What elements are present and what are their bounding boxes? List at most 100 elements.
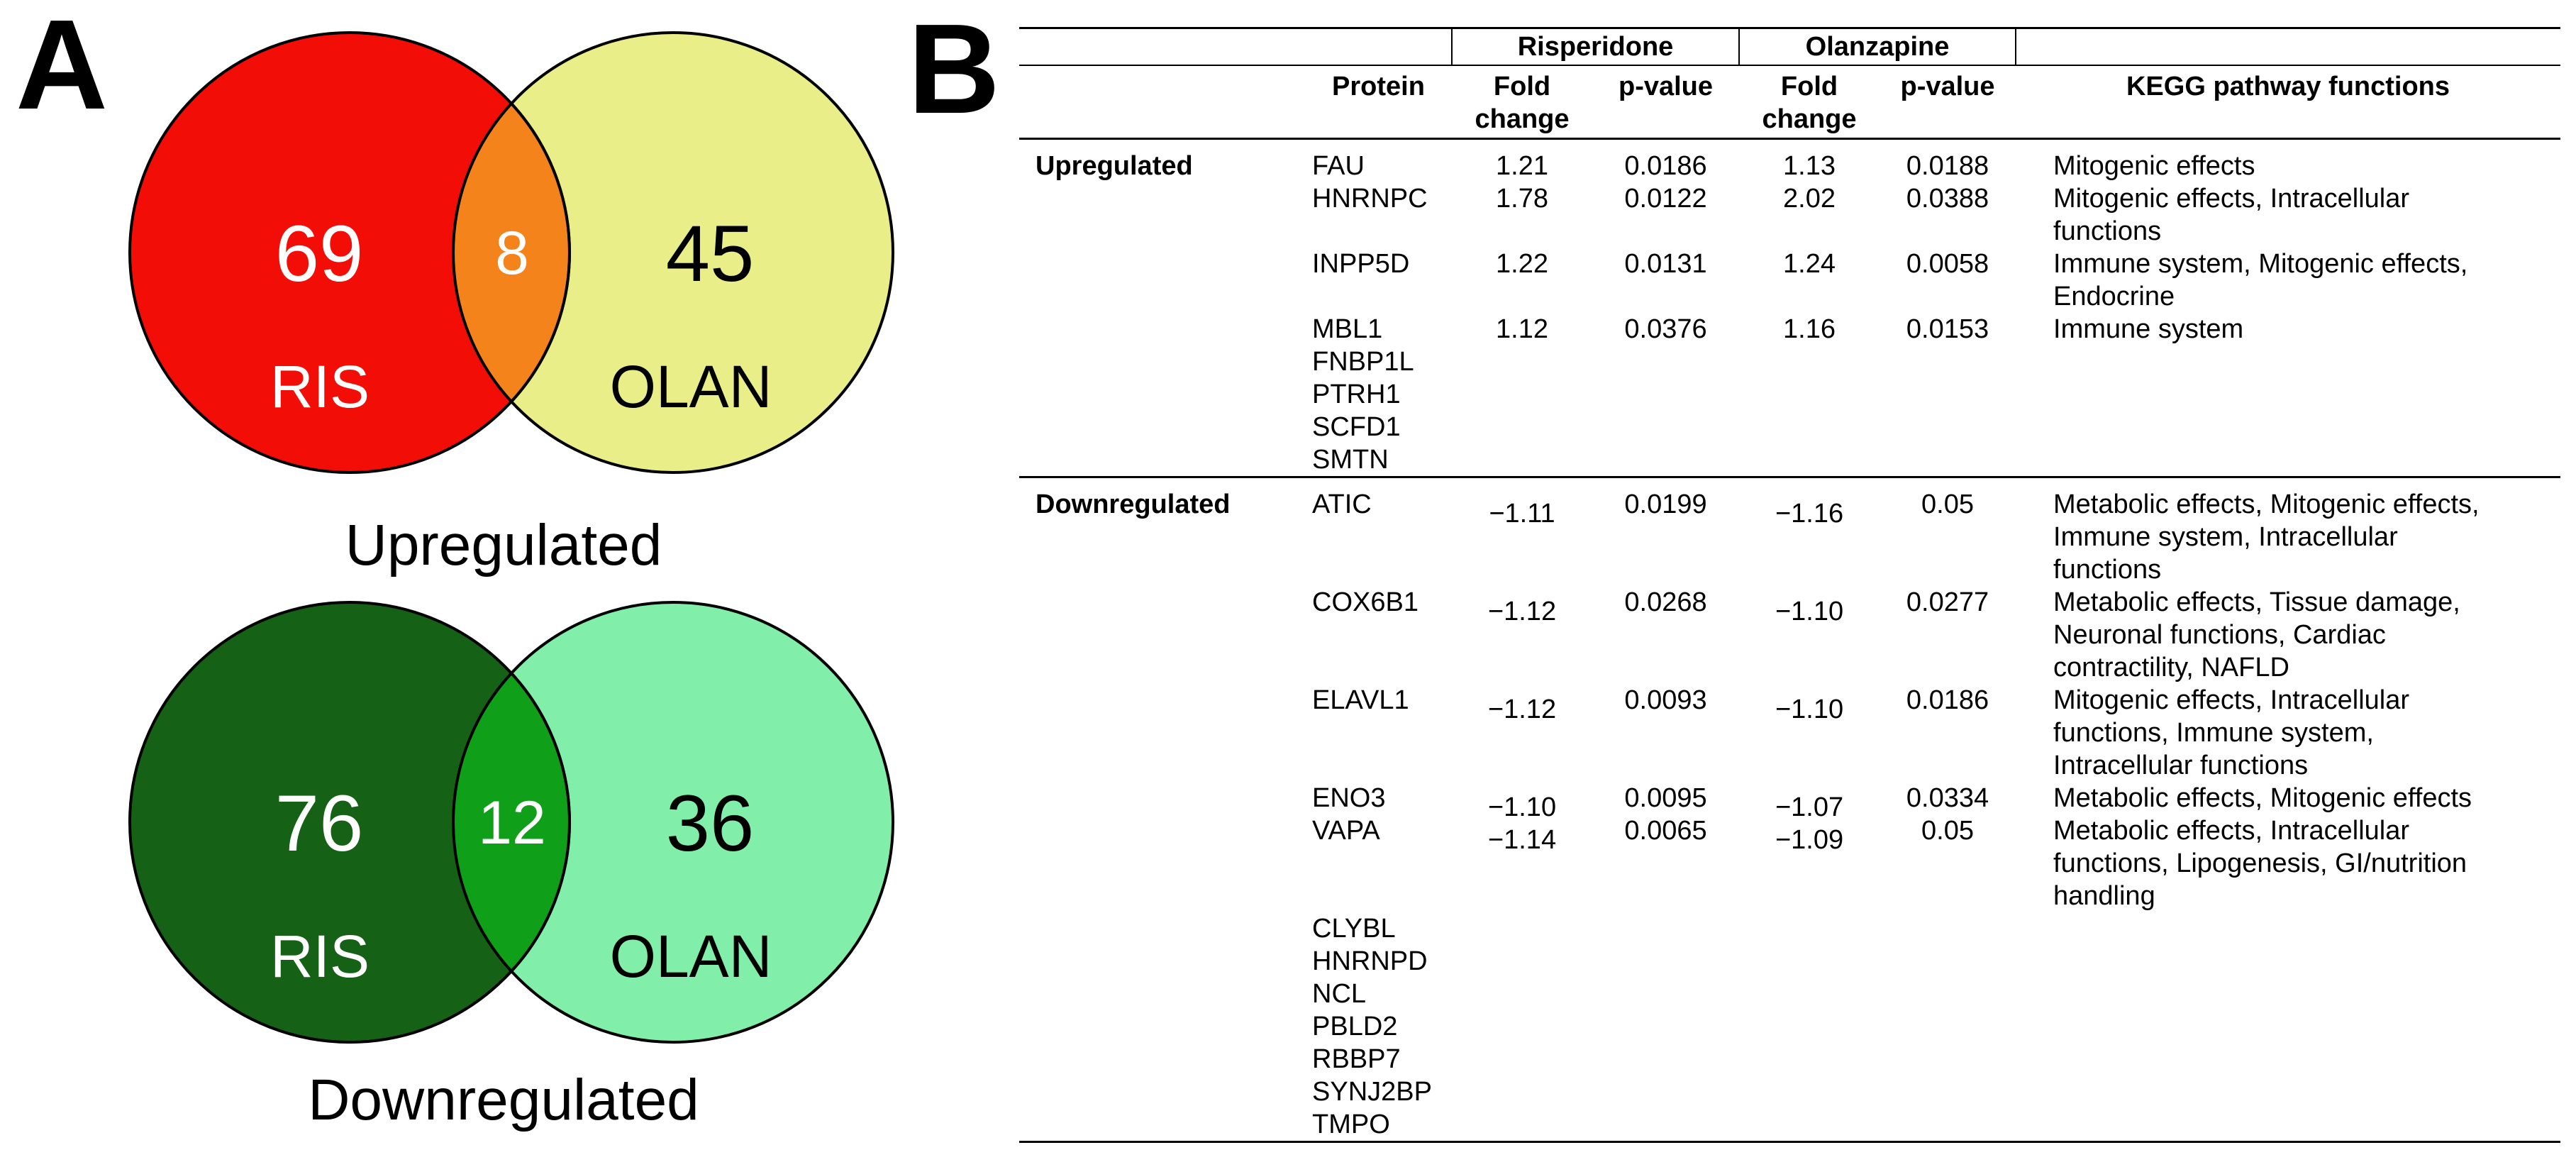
kegg-cell bbox=[2016, 345, 2560, 378]
olan-fold-cell: 1.24 bbox=[1783, 249, 1836, 279]
ris-fold-cell bbox=[1452, 1010, 1592, 1043]
negative-fold-value: −1.16 bbox=[1775, 499, 1844, 529]
olan-fold-cell bbox=[1739, 1010, 1880, 1043]
category-cell bbox=[1019, 1010, 1305, 1043]
category-cell bbox=[1019, 1043, 1305, 1076]
olan-p-cell bbox=[1880, 1010, 2016, 1043]
ris-fold-cell: −1.11 bbox=[1452, 477, 1592, 587]
kegg-column-header: KEGG pathway functions bbox=[2126, 72, 2450, 101]
protein-cell: SYNJ2BP bbox=[1312, 1077, 1432, 1107]
olanzapine-group-header: Olanzapine bbox=[1739, 28, 2017, 65]
negative-fold-value: −1.10 bbox=[1775, 597, 1844, 626]
olan-fold-cell bbox=[1739, 378, 1880, 411]
ris-p-cell bbox=[1592, 411, 1739, 443]
category-cell bbox=[1019, 1108, 1305, 1142]
ris-p-value-header: p-value bbox=[1618, 72, 1714, 101]
ris-fold-cell: −1.12 bbox=[1452, 586, 1592, 684]
olan-p-cell bbox=[1880, 1043, 2016, 1076]
kegg-cell bbox=[2016, 443, 2560, 477]
olan-fold-cell: 1.16 bbox=[1783, 314, 1836, 344]
category-cell bbox=[1019, 378, 1305, 411]
empty-header-cell bbox=[1019, 28, 1452, 66]
risperidone-group-header: Risperidone bbox=[1450, 28, 1741, 65]
olan-fold-change-header: Fold change bbox=[1762, 72, 1857, 134]
kegg-cell: Immune system bbox=[2016, 313, 2560, 345]
ris-fold-cell bbox=[1452, 1043, 1592, 1076]
kegg-cell: Mitogenic effects bbox=[2016, 139, 2560, 183]
venn-upregulated: 69 8 45 RIS OLAN bbox=[0, 0, 915, 497]
table-row: NCL bbox=[1019, 978, 2560, 1010]
table-row: ELAVL1 −1.12 0.0093 −1.10 0.0186 Mitogenic ef… bbox=[1019, 684, 2560, 782]
ris-p-cell: 0.0199 bbox=[1624, 490, 1707, 519]
protein-cell: MBL1 bbox=[1312, 314, 1383, 344]
protein-cell: FAU bbox=[1312, 151, 1365, 181]
olan-fold-cell: −1.09 bbox=[1739, 814, 1880, 912]
empty-header-cell bbox=[1019, 65, 1305, 139]
olan-fold-cell: −1.16 bbox=[1739, 477, 1880, 587]
table-row: MBL1 1.12 0.0376 1.16 0.0153 Immune system bbox=[1019, 313, 2560, 345]
kegg-cell bbox=[2016, 1043, 2560, 1076]
protein-cell: SCFD1 bbox=[1312, 412, 1401, 442]
olan-fold-cell bbox=[1739, 1108, 1880, 1142]
kegg-text: Metabolic effects, Mitogenic effects bbox=[2053, 783, 2472, 813]
ris-p-cell: 0.0376 bbox=[1624, 314, 1707, 344]
venn-overlap-count: 12 bbox=[478, 789, 546, 857]
olan-p-cell: 0.0186 bbox=[1906, 685, 1989, 715]
ris-p-cell: 0.0122 bbox=[1624, 184, 1707, 214]
kegg-text: Metabolic effects, Tissue damage, Neuron… bbox=[2053, 587, 2460, 682]
olan-fold-cell bbox=[1739, 443, 1880, 477]
venn-upregulated-caption: Upregulated bbox=[345, 513, 662, 577]
ris-fold-cell bbox=[1452, 443, 1592, 477]
kegg-text: Mitogenic effects, Intracellular functio… bbox=[2053, 685, 2409, 780]
protein-cell: TMPO bbox=[1312, 1110, 1390, 1139]
kegg-cell bbox=[2016, 912, 2560, 945]
venn-right-count: 45 bbox=[666, 209, 755, 298]
panel-b-label: B bbox=[908, 0, 1000, 140]
kegg-cell bbox=[2016, 945, 2560, 978]
negative-fold-value: −1.10 bbox=[1487, 792, 1557, 822]
category-cell bbox=[1019, 443, 1305, 477]
ris-p-cell bbox=[1592, 443, 1739, 477]
olan-p-cell bbox=[1880, 945, 2016, 978]
olan-fold-cell bbox=[1739, 912, 1880, 945]
protein-cell: SMTN bbox=[1312, 445, 1389, 475]
ris-p-cell: 0.0065 bbox=[1624, 816, 1707, 846]
olan-p-cell: 0.0188 bbox=[1906, 151, 1989, 181]
venn-diagram: 69 8 45 RIS OLAN bbox=[128, 31, 894, 474]
protein-cell: COX6B1 bbox=[1312, 587, 1419, 617]
negative-fold-value: −1.10 bbox=[1775, 695, 1844, 724]
olan-p-value-header: p-value bbox=[1900, 72, 1995, 101]
protein-cell: INPP5D bbox=[1312, 249, 1410, 279]
venn-left-count: 76 bbox=[275, 779, 364, 868]
category-cell bbox=[1019, 411, 1305, 443]
venn-left-label: RIS bbox=[270, 923, 370, 990]
table-row: SMTN bbox=[1019, 443, 2560, 477]
ris-p-cell bbox=[1592, 978, 1739, 1010]
category-cell bbox=[1019, 248, 1305, 313]
ris-fold-cell bbox=[1452, 945, 1592, 978]
olan-fold-cell: 1.13 bbox=[1783, 151, 1836, 181]
protein-cell: HNRNPC bbox=[1312, 184, 1428, 214]
olan-p-cell: 0.0277 bbox=[1906, 587, 1989, 617]
olan-fold-cell bbox=[1739, 1043, 1880, 1076]
ris-p-cell bbox=[1592, 1076, 1739, 1108]
ris-fold-cell bbox=[1452, 345, 1592, 378]
protein-cell: CLYBL bbox=[1312, 914, 1396, 944]
table-row: Downregulated ATIC −1.11 0.0199 −1.16 0.05 Met… bbox=[1019, 477, 2560, 587]
negative-fold-value: −1.09 bbox=[1775, 825, 1844, 855]
negative-fold-value: −1.12 bbox=[1487, 695, 1557, 724]
table-row: PBLD2 bbox=[1019, 1010, 2560, 1043]
olan-fold-cell bbox=[1739, 411, 1880, 443]
kegg-text: Mitogenic effects, Intracellular functio… bbox=[2053, 184, 2409, 246]
ris-p-cell bbox=[1592, 1010, 1739, 1043]
venn-diagram: 76 12 36 RIS OLAN bbox=[128, 601, 894, 1044]
venn-right-label: OLAN bbox=[610, 353, 772, 420]
protein-cell: PTRH1 bbox=[1312, 380, 1401, 409]
table-section-downregulated: Downregulated ATIC −1.11 0.0199 −1.16 0.05 Met… bbox=[1019, 477, 2561, 1142]
olan-p-cell bbox=[1880, 378, 2016, 411]
ris-fold-cell bbox=[1452, 1108, 1592, 1142]
kegg-cell: Immune system, Mitogenic effects, Endocr… bbox=[2016, 248, 2560, 313]
table-row: SCFD1 bbox=[1019, 411, 2560, 443]
table-section-upregulated: Upregulated FAU 1.21 0.0186 1.13 0.0188 Mitoge… bbox=[1019, 139, 2561, 477]
